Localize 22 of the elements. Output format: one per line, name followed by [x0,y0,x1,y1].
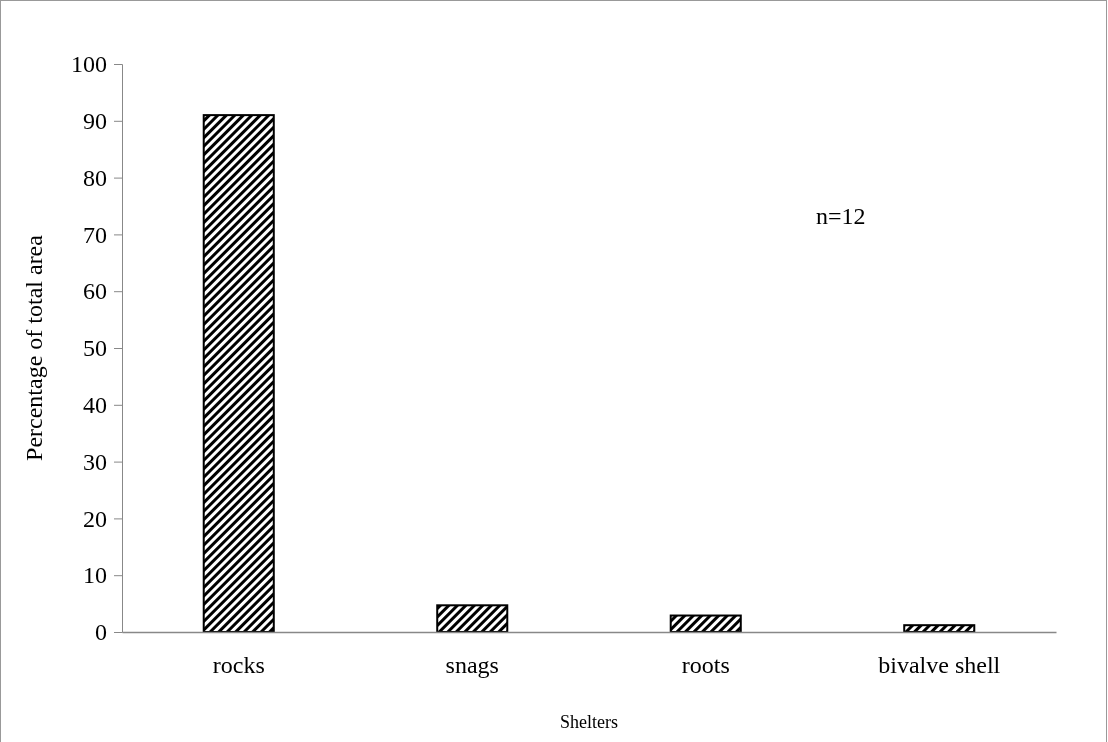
x-tick-label: snags [445,652,499,679]
y-tick-label: 50 [83,335,107,362]
bar [669,614,742,633]
y-tick-label: 80 [83,164,107,191]
x-tick-label: bivalve shell [878,652,1001,679]
annotation: n=12 [816,203,866,229]
y-tick-label: 100 [71,51,107,78]
y-tick-label: 40 [83,391,107,418]
x-axis-title: Shelters [560,712,618,732]
y-tick-label: 0 [95,619,107,646]
y-tick-label: 10 [83,562,107,589]
x-tick-label: roots [681,652,730,679]
x-tick-label: rocks [212,652,265,679]
bar [436,604,509,633]
y-axis-title: Percentage of total area [21,234,47,461]
y-tick-label: 60 [83,278,107,305]
y-tick-label: 30 [83,448,107,475]
bar [903,624,976,633]
y-tick-label: 90 [83,107,107,134]
bar [202,114,275,633]
y-tick-label: 20 [83,505,107,532]
y-tick-label: 70 [83,221,107,248]
